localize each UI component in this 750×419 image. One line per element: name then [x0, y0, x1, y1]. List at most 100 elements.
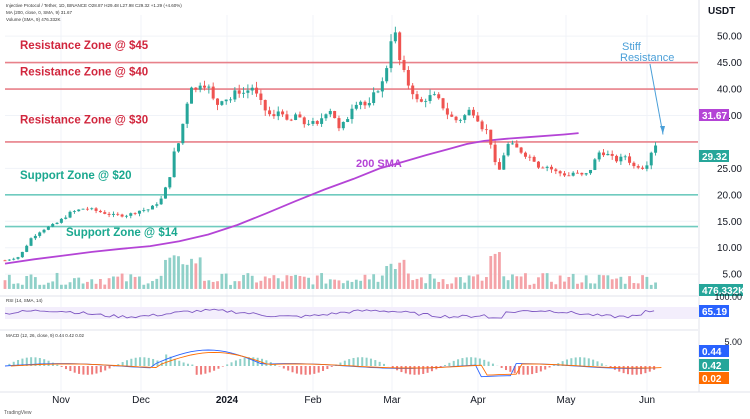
- candle-body: [589, 169, 593, 174]
- macd-hist-bar: [640, 366, 643, 375]
- macd-hist-bar: [561, 361, 564, 366]
- macd-hist-bar: [295, 366, 298, 374]
- candle-body: [272, 114, 276, 117]
- rsi-label: RSI (14, SMA, 14): [6, 298, 43, 303]
- candle-body: [294, 114, 298, 121]
- candle-body: [216, 98, 220, 105]
- volume-bar: [567, 276, 571, 289]
- candle-body: [610, 153, 614, 156]
- volume-bar: [485, 277, 488, 289]
- volume-bar: [398, 262, 402, 289]
- candle-body: [337, 118, 341, 129]
- volume-bar: [302, 276, 306, 289]
- macd-hist-bar: [531, 366, 534, 375]
- macd-hist-bar: [252, 357, 255, 366]
- macd-hist-bar: [17, 360, 20, 366]
- volume-bar: [38, 284, 42, 289]
- sma-value-badge: 31.67: [702, 111, 727, 122]
- macd-hist-bar: [343, 360, 346, 366]
- volume-bar: [142, 284, 146, 289]
- candle-body: [25, 245, 29, 252]
- volume-bar: [333, 279, 337, 289]
- candle-body: [489, 129, 493, 145]
- macd-hist-bar: [86, 366, 89, 375]
- macd-hist-bar: [152, 358, 155, 366]
- candle-body: [471, 109, 475, 116]
- candle-body: [632, 162, 636, 167]
- macd-hist-bar: [452, 360, 455, 366]
- candle-body: [133, 213, 137, 215]
- candle-body: [536, 161, 540, 168]
- macd-hist-bar: [491, 363, 494, 366]
- volume-bar: [615, 278, 618, 289]
- candle-body: [584, 173, 588, 175]
- volume-bar: [363, 274, 367, 289]
- macd-hist-bar: [483, 359, 486, 366]
- volume-bar: [389, 263, 393, 289]
- macd-hist-bar: [548, 366, 551, 368]
- candle-body: [324, 114, 328, 119]
- candle-body: [46, 226, 50, 230]
- macd-hist-bar: [326, 366, 329, 370]
- macd-hist-bar: [626, 366, 629, 375]
- volume-bar: [502, 276, 506, 289]
- tradingview-logo: TradingView: [4, 410, 32, 416]
- zone-label: Resistance Zone @ $40: [20, 66, 148, 78]
- macd-hist-bar: [618, 366, 621, 372]
- macd-hist-bar: [348, 359, 351, 366]
- macd-hist-bar: [374, 360, 377, 366]
- candle-body: [532, 156, 536, 162]
- volume-bar: [354, 279, 358, 289]
- macd-hist-bar: [243, 357, 246, 366]
- volume-bar: [571, 273, 575, 289]
- candle-body: [129, 213, 133, 216]
- candle-body: [64, 217, 68, 219]
- time-tick-label: Apr: [470, 395, 486, 406]
- candle-body: [77, 209, 81, 212]
- volume-bar: [328, 279, 332, 289]
- candle-body: [545, 166, 549, 168]
- volume-bar: [623, 283, 627, 289]
- macd-hist-bar: [317, 366, 320, 373]
- macd-hist-bar: [526, 366, 529, 375]
- candle-body: [198, 85, 202, 90]
- macd-hist-bar: [500, 366, 503, 368]
- symbol-line: Injective Protocol / Tether, 1D, BINANCE…: [6, 3, 182, 8]
- macd-hist-bar: [513, 366, 516, 374]
- volume-bar: [168, 257, 172, 289]
- candle-body: [311, 121, 315, 124]
- volume-bar: [437, 281, 441, 289]
- volume-bar: [294, 274, 297, 289]
- volume-bar: [99, 279, 102, 289]
- volume-bar: [281, 281, 284, 289]
- macd-hist-bar: [8, 363, 11, 366]
- macd-hist-bar: [78, 366, 81, 374]
- volume-bar: [172, 255, 176, 289]
- candle-body: [350, 108, 354, 120]
- candle-body: [354, 104, 358, 109]
- candle-body: [493, 144, 497, 163]
- volume-bar: [424, 283, 428, 289]
- volume-bar: [246, 273, 250, 289]
- price-tick-label: 5.00: [723, 270, 743, 281]
- volume-bar: [493, 253, 497, 289]
- volume-bar: [81, 283, 85, 289]
- macd-hist-badge: 0.02: [702, 374, 722, 385]
- candle-body: [571, 172, 575, 176]
- volume-bar: [255, 282, 258, 289]
- volume-bar: [472, 276, 475, 289]
- price-tick-label: 50.00: [717, 32, 742, 43]
- macd-hist-bar: [204, 366, 207, 374]
- candle-body: [185, 103, 189, 124]
- volume-bar: [563, 281, 566, 289]
- candle-body: [116, 213, 120, 215]
- candle-body: [276, 111, 280, 117]
- volume-bar: [259, 280, 263, 289]
- volume-bar: [480, 280, 484, 289]
- candle-body: [385, 68, 389, 82]
- candle-body: [497, 162, 501, 170]
- volume-bar: [46, 282, 50, 289]
- macd-hist-bar: [535, 366, 538, 373]
- time-tick-label: Feb: [304, 395, 322, 406]
